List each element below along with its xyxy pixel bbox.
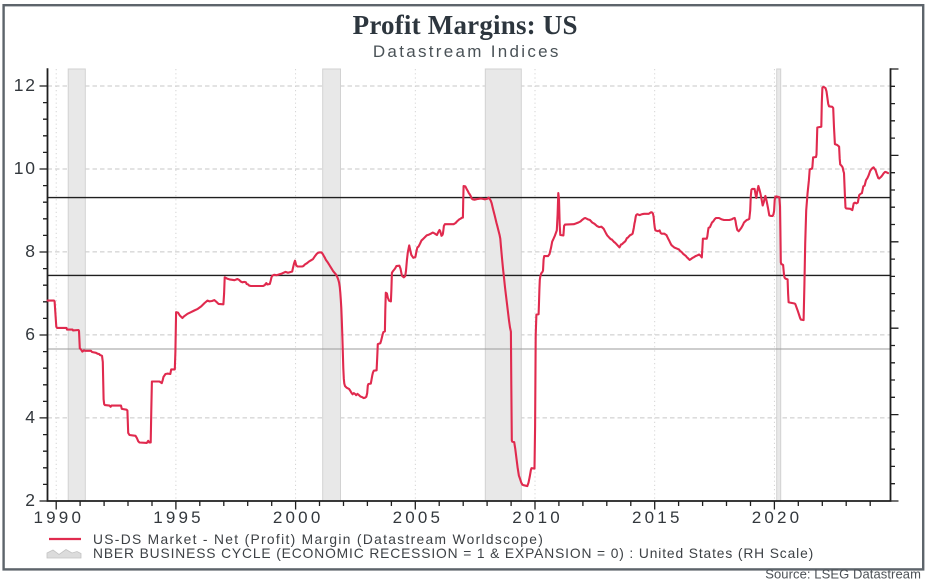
svg-text:1990: 1990: [33, 508, 84, 527]
svg-text:Source: LSEG Datastream: Source: LSEG Datastream: [765, 567, 921, 582]
svg-text:12: 12: [14, 75, 37, 95]
svg-text:Profit Margins: US: Profit Margins: US: [353, 10, 578, 40]
svg-text:6: 6: [25, 324, 37, 344]
svg-text:2015: 2015: [632, 508, 683, 527]
svg-text:2: 2: [25, 490, 37, 510]
svg-text:2010: 2010: [512, 508, 563, 527]
svg-text:1995: 1995: [153, 508, 204, 527]
svg-text:2005: 2005: [393, 508, 444, 527]
svg-text:10: 10: [14, 158, 37, 178]
svg-text:2020: 2020: [752, 508, 803, 527]
svg-text:4: 4: [25, 407, 37, 427]
svg-text:Datastream Indices: Datastream Indices: [373, 42, 561, 61]
svg-text:US-DS Market - Net (Profit) Ma: US-DS Market - Net (Profit) Margin (Data…: [93, 532, 544, 547]
svg-text:8: 8: [25, 241, 37, 261]
svg-text:2000: 2000: [273, 508, 324, 527]
svg-text:NBER BUSINESS CYCLE (ECONOMIC: NBER BUSINESS CYCLE (ECONOMIC RECESSION …: [93, 546, 814, 561]
